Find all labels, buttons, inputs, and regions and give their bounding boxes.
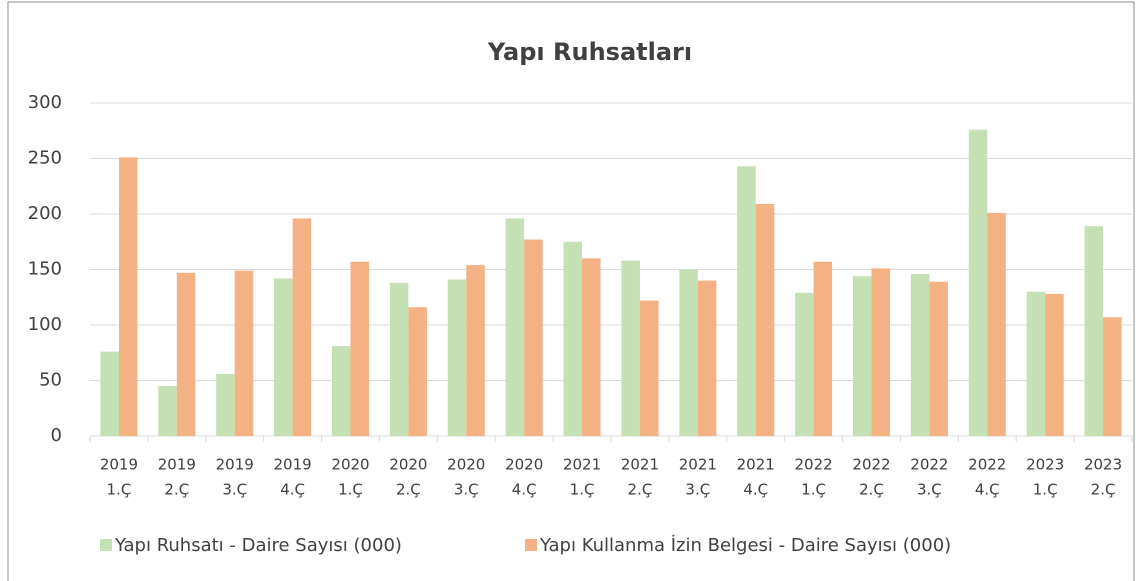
x-tick-label: 2019 (100, 456, 138, 474)
x-tick-label: 2.Ç (164, 481, 189, 499)
x-tick-label: 4.Ç (512, 481, 537, 499)
x-tick-label: 2.Ç (859, 481, 884, 499)
x-tick-label: 2020 (447, 456, 485, 474)
bar (274, 278, 293, 436)
x-tick-label: 2021 (679, 456, 717, 474)
legend-label: Yapı Ruhsatı - Daire Sayısı (000) (114, 535, 402, 556)
x-tick-label: 2023 (1026, 456, 1064, 474)
bar (408, 307, 427, 436)
bar (118, 157, 138, 436)
bar (852, 276, 872, 436)
x-tick-label: 2022 (795, 456, 833, 474)
bar (466, 265, 485, 436)
x-tick-label: 2.Ç (1091, 481, 1116, 499)
x-tick-label: 2023 (1084, 456, 1122, 474)
y-tick-label: 250 (28, 148, 62, 169)
bar (813, 261, 833, 436)
bar (524, 239, 543, 436)
x-tick-label: 2019 (274, 456, 312, 474)
x-tick-label: 1.Ç (1033, 481, 1058, 499)
bar (871, 268, 891, 436)
y-tick-label: 50 (39, 370, 62, 391)
y-tick-label: 0 (51, 425, 62, 446)
bar (910, 273, 930, 436)
x-tick-label: 3.Ç (685, 481, 710, 499)
y-tick-label: 100 (28, 314, 62, 335)
bar (968, 129, 988, 436)
bar (737, 166, 756, 436)
bar (389, 282, 409, 436)
x-tick-label: 1.Ç (570, 481, 595, 499)
bar (639, 300, 659, 436)
x-tick-label: 2021 (621, 456, 659, 474)
bar (563, 241, 583, 436)
legend-swatch (525, 539, 537, 551)
x-tick-label: 1.Ç (107, 481, 132, 499)
x-tick-label: 2019 (158, 456, 196, 474)
x-tick-label: 2022 (910, 456, 948, 474)
legend-swatch (100, 539, 112, 551)
bar (697, 280, 717, 436)
bar (176, 272, 196, 436)
x-tick-label: 2020 (505, 456, 543, 474)
y-tick-label: 150 (28, 259, 62, 280)
bar (755, 204, 775, 436)
bar (1084, 226, 1104, 436)
x-tick-label: 2020 (389, 456, 427, 474)
bar (447, 279, 467, 436)
x-tick-label: 2019 (216, 456, 254, 474)
bar (1045, 293, 1064, 436)
x-tick-label: 3.Ç (917, 481, 942, 499)
bar (350, 261, 370, 436)
x-tick-label: 4.Ç (280, 481, 305, 499)
bar (331, 346, 351, 436)
legend-label: Yapı Kullanma İzin Belgesi - Daire Sayıs… (539, 535, 951, 556)
bar (292, 218, 312, 436)
x-tick-label: 3.Ç (454, 481, 479, 499)
bar (621, 260, 640, 436)
bar (929, 281, 948, 436)
bar (158, 386, 177, 436)
x-tick-label: 3.Ç (222, 481, 247, 499)
bar (679, 269, 698, 436)
x-tick-label: 2021 (563, 456, 601, 474)
bar (234, 270, 254, 436)
x-tick-label: 2.Ç (628, 481, 653, 499)
x-tick-label: 2022 (968, 456, 1006, 474)
bar (216, 373, 235, 436)
x-tick-label: 4.Ç (743, 481, 768, 499)
bar (100, 351, 119, 436)
bar (987, 212, 1006, 436)
bar (582, 258, 601, 436)
y-tick-label: 200 (28, 203, 62, 224)
bar (1026, 291, 1046, 436)
x-tick-label: 2021 (737, 456, 775, 474)
bar (795, 292, 814, 436)
bar (1103, 317, 1122, 436)
y-tick-label: 300 (28, 92, 62, 113)
chart-title: Yapı Ruhsatları (487, 38, 692, 66)
x-tick-label: 1.Ç (801, 481, 826, 499)
bar (505, 218, 525, 436)
x-tick-label: 2022 (852, 456, 890, 474)
x-tick-label: 2.Ç (396, 481, 421, 499)
x-tick-label: 4.Ç (975, 481, 1000, 499)
x-tick-label: 2020 (331, 456, 369, 474)
x-tick-label: 1.Ç (338, 481, 363, 499)
